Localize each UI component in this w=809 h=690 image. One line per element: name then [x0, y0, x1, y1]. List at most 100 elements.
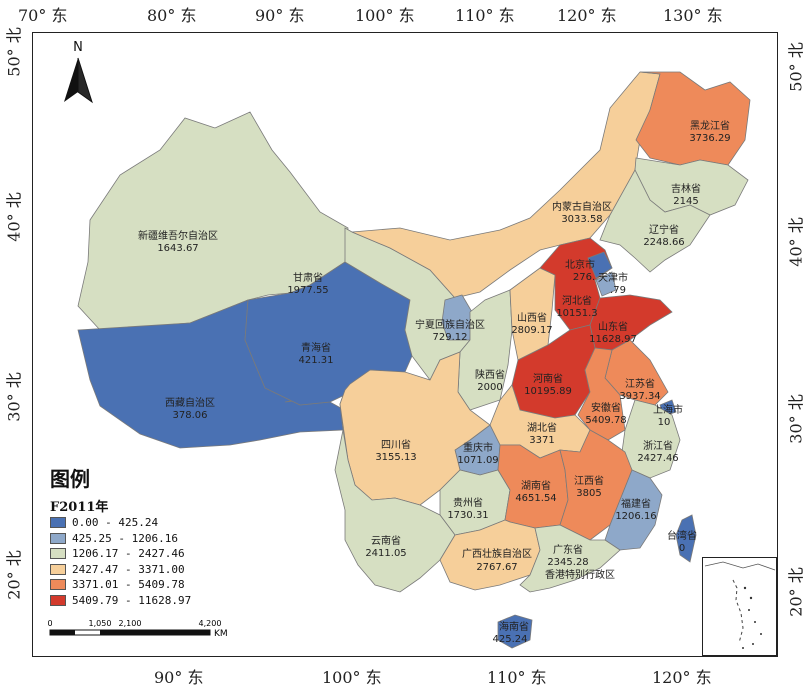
region-anhui: [577, 347, 626, 441]
label-value-hunan: 4651.54: [515, 493, 556, 504]
label-value-hainan: 425.24: [493, 634, 528, 645]
label-name-jilin: 吉林省: [671, 182, 701, 195]
scale-unit: KM: [214, 629, 228, 639]
label-value-ningxia: 729.12: [433, 332, 468, 343]
label-value-shaanxi: 2000: [477, 382, 502, 393]
legend-rows: 0.00 - 425.24 425.25 - 1206.16 1206.17 - 2…: [50, 515, 191, 608]
label-value-hebei: 10151.3: [556, 308, 597, 319]
legend-swatch: [50, 594, 66, 606]
region-tianjin: [595, 271, 617, 297]
label-name-hubei: 湖北省: [527, 421, 557, 434]
label-value-yunnan: 2411.05: [365, 548, 406, 559]
label-value-chongqing: 1071.09: [457, 455, 498, 466]
label-value-sichuan: 3155.13: [375, 452, 416, 463]
label-name-ningxia: 宁夏回族自治区: [415, 318, 485, 331]
tick-top-5: 120° 东: [557, 6, 617, 25]
scale-label-2: 2,100: [119, 619, 142, 628]
legend-swatch: [50, 579, 66, 591]
tick-bottom-0: 90° 东: [154, 668, 204, 687]
north-arrow-icon: N: [64, 40, 93, 104]
label-name-qinghai: 青海省: [301, 341, 331, 354]
legend-title: 图例: [50, 467, 90, 491]
region-taiwan: [675, 514, 697, 563]
region-liaoning: [599, 169, 711, 273]
label-name-tibet: 西藏自治区: [165, 396, 215, 409]
label-value-xinjiang: 1643.67: [157, 243, 198, 254]
scale-label-3: 4,200: [199, 619, 222, 628]
tick-top-4: 110° 东: [455, 6, 515, 25]
legend-row: 3371.01 - 5409.78: [50, 577, 191, 593]
label-value-henan: 10195.89: [524, 386, 572, 397]
legend-row: 425.25 - 1206.16: [50, 531, 191, 547]
label-name-sichuan: 四川省: [381, 438, 411, 451]
legend-range-label: 1206.17 - 2427.46: [72, 547, 185, 561]
label-value-shanghai: 10: [658, 417, 671, 428]
label-value-qinghai: 421.31: [299, 355, 334, 366]
legend-row: 1206.17 - 2427.46: [50, 546, 191, 562]
label-value-jiangxi: 3805: [576, 488, 601, 499]
label-value-tianjin: .79: [610, 285, 626, 296]
label-name-gansu: 甘肃省: [293, 271, 323, 284]
label-value-hubei: 3371: [529, 435, 554, 446]
label-value-shandong: 11628.97: [589, 334, 637, 345]
legend-row: 2427.47 - 3371.00: [50, 562, 191, 578]
scale-label-0: 0: [48, 619, 53, 628]
tick-top-1: 80° 东: [147, 6, 197, 25]
legend-range-label: 0.00 - 425.24: [72, 516, 159, 530]
legend-range-label: 2427.47 - 3371.00: [72, 562, 185, 576]
legend-swatch: [50, 563, 66, 575]
label-name-hunan: 湖南省: [521, 479, 551, 492]
label-name-shanxi: 山西省: [517, 311, 547, 324]
label-name-beijing: 北京市: [565, 258, 595, 271]
label-name-zhejiang: 浙江省: [643, 439, 673, 452]
legend-range-label: 5409.79 - 11628.97: [72, 593, 192, 607]
label-name-shaanxi: 陕西省: [475, 368, 505, 381]
label-value-beijing: 276.: [573, 272, 595, 283]
region-hainan: [497, 614, 533, 649]
label-name-xinjiang: 新疆维吾尔自治区: [138, 229, 218, 242]
label-name-guangxi: 广西壮族自治区: [462, 547, 532, 560]
tick-top-3: 100° 东: [355, 6, 415, 25]
legend-range-label: 425.25 - 1206.16: [72, 531, 178, 545]
label-name-henan: 河南省: [533, 372, 563, 385]
tick-bottom-1: 100° 东: [322, 668, 382, 687]
label-name-jiangxi: 江西省: [574, 474, 604, 487]
label-value-gansu: 1977.55: [287, 285, 328, 296]
label-value-guizhou: 1730.31: [447, 510, 488, 521]
label-value-anhui: 5409.78: [585, 415, 626, 426]
label-value-taiwan: 0: [679, 543, 685, 554]
label-name-hongkong: 香港特别行政区: [545, 568, 615, 581]
region-guangdong: [519, 524, 621, 593]
label-value-shanxi: 2809.17: [511, 325, 552, 336]
label-value-neimenggu: 3033.58: [561, 214, 602, 225]
label-name-anhui: 安徽省: [591, 401, 621, 414]
tick-bottom-2: 110° 东: [487, 668, 547, 687]
map-legend: 图例 F2011年 0.00 - 425.24 425.25 - 1206.16 1…: [50, 463, 191, 608]
label-name-jiangsu: 江苏省: [625, 377, 655, 390]
tick-top-6: 130° 东: [663, 6, 723, 25]
province-labels: 新疆维吾尔自治区 1643.67 西藏自治区 378.06 青海省 421.31…: [138, 119, 731, 645]
label-name-liaoning: 辽宁省: [649, 223, 679, 236]
label-value-guangxi: 2767.67: [476, 562, 517, 573]
label-name-heilongjiang: 黑龙江省: [690, 119, 730, 132]
tick-top-0: 70° 东: [18, 6, 68, 25]
label-name-guizhou: 贵州省: [453, 496, 483, 509]
label-value-guangdong: 2345.28: [547, 557, 588, 568]
label-name-yunnan: 云南省: [371, 534, 401, 547]
label-value-jiangsu: 3937.34: [619, 391, 660, 402]
label-value-heilongjiang: 3736.29: [689, 133, 730, 144]
scale-bar: 0 1,050 2,100 4,200 KM: [47, 618, 248, 646]
label-value-zhejiang: 2427.46: [637, 453, 678, 464]
label-name-taiwan: 台湾省: [667, 529, 697, 542]
label-value-liaoning: 2248.66: [643, 237, 684, 248]
region-beijing: [587, 251, 613, 279]
label-value-jilin: 2145: [673, 196, 698, 207]
label-name-guangdong: 广东省: [553, 543, 583, 556]
tick-bottom-3: 120° 东: [652, 668, 712, 687]
region-qinghai: [244, 261, 413, 406]
label-name-chongqing: 重庆市: [463, 441, 493, 454]
scale-label-1: 1,050: [89, 619, 112, 628]
label-name-tianjin: 天津市: [598, 271, 628, 284]
inset-islands: [704, 561, 776, 649]
